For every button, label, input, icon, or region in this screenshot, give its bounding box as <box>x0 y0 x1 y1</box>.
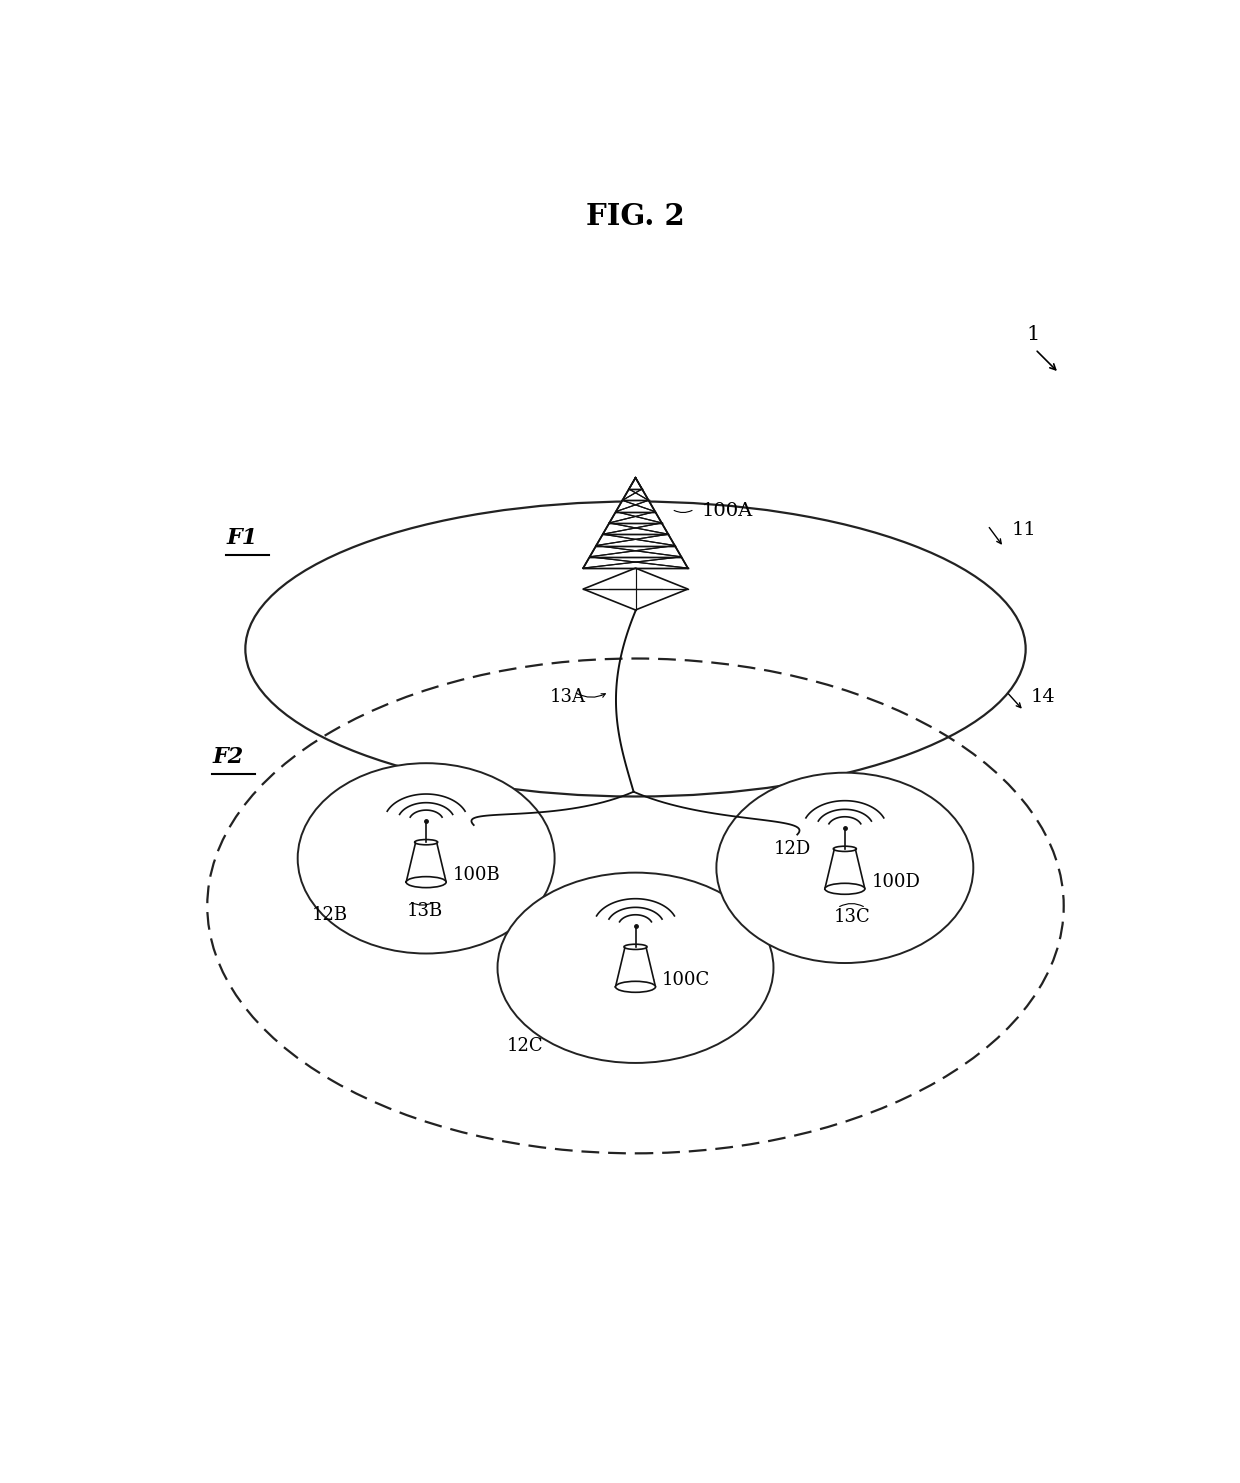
Text: FIG. 2: FIG. 2 <box>587 202 684 230</box>
Text: 100B: 100B <box>453 866 501 884</box>
Ellipse shape <box>615 982 656 992</box>
Polygon shape <box>615 946 656 986</box>
Ellipse shape <box>833 847 857 851</box>
Text: 12C: 12C <box>507 1037 543 1054</box>
Text: 11: 11 <box>1012 521 1037 538</box>
Polygon shape <box>825 848 864 888</box>
Text: 13B: 13B <box>407 902 444 919</box>
Text: 100C: 100C <box>662 971 711 989</box>
Text: 12D: 12D <box>774 839 811 857</box>
Text: F2: F2 <box>212 746 243 768</box>
Polygon shape <box>407 842 446 882</box>
Text: 100A: 100A <box>702 503 754 521</box>
Text: 100D: 100D <box>872 873 920 891</box>
Text: 1: 1 <box>1027 325 1040 344</box>
Ellipse shape <box>497 872 774 1063</box>
Text: F1: F1 <box>227 526 258 549</box>
Ellipse shape <box>624 945 647 949</box>
Text: 14: 14 <box>1030 688 1055 706</box>
Text: 13C: 13C <box>833 909 870 927</box>
Ellipse shape <box>407 876 446 888</box>
Ellipse shape <box>825 884 864 894</box>
Text: 13A: 13A <box>549 688 585 706</box>
Text: 12B: 12B <box>312 906 348 924</box>
Ellipse shape <box>298 764 554 954</box>
Polygon shape <box>583 568 688 610</box>
Ellipse shape <box>414 839 438 845</box>
Polygon shape <box>583 478 688 568</box>
Ellipse shape <box>717 773 973 962</box>
